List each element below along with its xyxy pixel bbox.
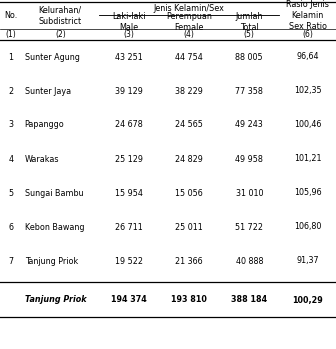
Text: 101,21: 101,21 [294, 155, 322, 163]
Text: Kebon Bawang: Kebon Bawang [25, 223, 84, 231]
Text: 4: 4 [8, 155, 13, 163]
Text: No.: No. [4, 11, 17, 20]
Text: 100,46: 100,46 [294, 120, 321, 129]
Text: 25 129: 25 129 [115, 155, 143, 163]
Text: Perempuan
Female: Perempuan Female [166, 12, 212, 32]
Text: (5): (5) [244, 30, 255, 39]
Text: 100,29: 100,29 [292, 296, 323, 304]
Text: 49 243: 49 243 [236, 120, 263, 129]
Text: Sunter Jaya: Sunter Jaya [25, 87, 71, 96]
Text: Warakas: Warakas [25, 155, 59, 163]
Text: 1: 1 [8, 52, 13, 61]
Text: 105,96: 105,96 [294, 188, 322, 198]
Text: 39 129: 39 129 [115, 87, 143, 96]
Text: 193 810: 193 810 [171, 296, 207, 304]
Text: Sungai Bambu: Sungai Bambu [25, 188, 83, 198]
Text: 96,64: 96,64 [296, 52, 319, 61]
Text: Kelurahan/
Subdistrict: Kelurahan/ Subdistrict [39, 5, 82, 26]
Text: 21 366: 21 366 [175, 257, 203, 266]
Text: 2: 2 [8, 87, 13, 96]
Text: 15 954: 15 954 [115, 188, 143, 198]
Text: 43 251: 43 251 [115, 52, 142, 61]
Text: Jumlah
Total: Jumlah Total [236, 12, 263, 32]
Text: 40 888: 40 888 [236, 257, 263, 266]
Text: 24 678: 24 678 [115, 120, 142, 129]
Text: 49 958: 49 958 [235, 155, 263, 163]
Text: 38 229: 38 229 [175, 87, 203, 96]
Text: 388 184: 388 184 [231, 296, 267, 304]
Text: 51 722: 51 722 [235, 223, 263, 231]
Text: 44 754: 44 754 [175, 52, 203, 61]
Text: 102,35: 102,35 [294, 87, 322, 96]
Text: (1): (1) [6, 30, 16, 39]
Text: 7: 7 [8, 257, 13, 266]
Text: 3: 3 [8, 120, 13, 129]
Text: Jenis Kelamin/Sex: Jenis Kelamin/Sex [154, 4, 224, 13]
Text: 6: 6 [8, 223, 13, 231]
Text: (3): (3) [123, 30, 134, 39]
Text: Laki-laki
Male: Laki-laki Male [112, 12, 145, 32]
Text: 24 565: 24 565 [175, 120, 203, 129]
Text: 106,80: 106,80 [294, 223, 321, 231]
Text: 26 711: 26 711 [115, 223, 142, 231]
Text: Papanggo: Papanggo [25, 120, 65, 129]
Text: 88 005: 88 005 [236, 52, 263, 61]
Text: (4): (4) [183, 30, 195, 39]
Text: 15 056: 15 056 [175, 188, 203, 198]
Text: 24 829: 24 829 [175, 155, 203, 163]
Text: Rasio Jenis
Kelamin
Sex Ratio: Rasio Jenis Kelamin Sex Ratio [286, 0, 329, 31]
Text: Tanjung Priok: Tanjung Priok [25, 296, 86, 304]
Text: 25 011: 25 011 [175, 223, 203, 231]
Text: 31 010: 31 010 [236, 188, 263, 198]
Text: 91,37: 91,37 [296, 257, 319, 266]
Text: (6): (6) [302, 30, 313, 39]
Text: 77 358: 77 358 [235, 87, 263, 96]
Text: 19 522: 19 522 [115, 257, 143, 266]
Text: 194 374: 194 374 [111, 296, 146, 304]
Text: 5: 5 [8, 188, 13, 198]
Text: (2): (2) [55, 30, 66, 39]
Text: Tanjung Priok: Tanjung Priok [25, 257, 78, 266]
Text: Sunter Agung: Sunter Agung [25, 52, 80, 61]
